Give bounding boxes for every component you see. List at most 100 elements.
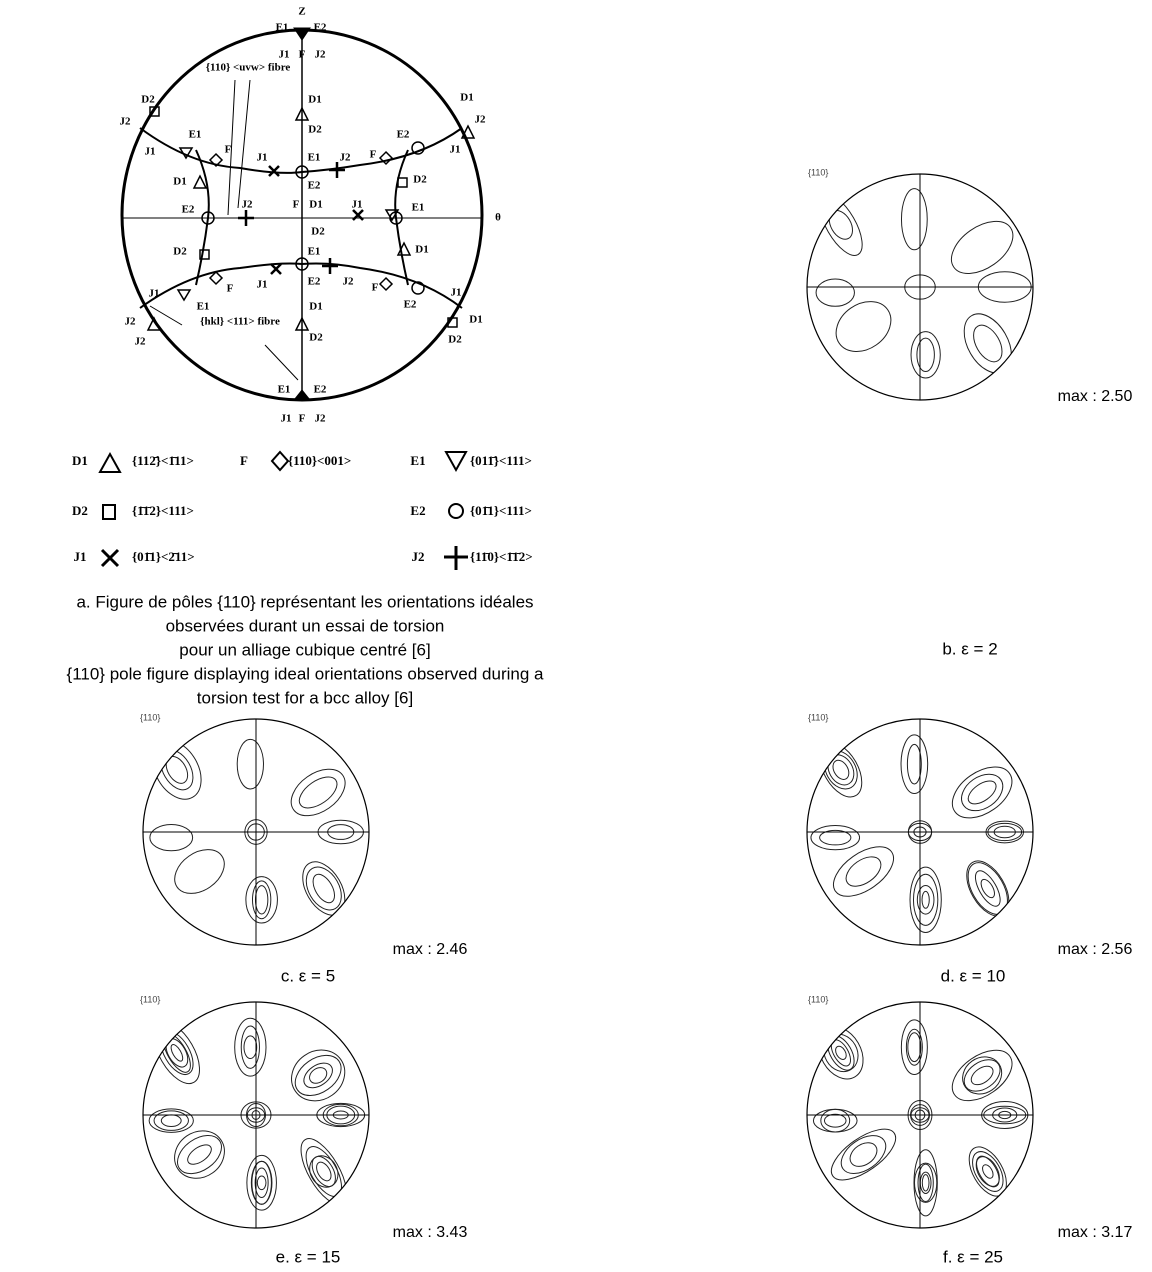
pole-figure bbox=[149, 738, 364, 924]
contour bbox=[309, 1155, 339, 1188]
orientation-label: J2 bbox=[315, 49, 327, 61]
orientation-label: J2 bbox=[135, 336, 147, 348]
contour bbox=[149, 824, 194, 852]
orientation-label: J2 bbox=[242, 199, 254, 211]
contour bbox=[256, 1175, 267, 1191]
caption-line: {110} pole figure displaying ideal orien… bbox=[67, 664, 545, 683]
orientation-label: D2 bbox=[308, 124, 322, 136]
legend-orientation: {110}<001> bbox=[288, 453, 351, 468]
orientation-label: D1 bbox=[415, 244, 428, 256]
contour bbox=[912, 873, 939, 926]
contour bbox=[819, 742, 863, 798]
contour bbox=[152, 740, 202, 800]
contour bbox=[917, 1163, 934, 1203]
orientation-label: F bbox=[299, 413, 306, 425]
contour bbox=[234, 1017, 267, 1077]
contour bbox=[835, 1045, 847, 1060]
contour bbox=[905, 1028, 923, 1066]
orientation-label: E2 bbox=[308, 180, 321, 192]
contour bbox=[245, 876, 278, 924]
fibre-label: {110} <uvw> fibre bbox=[206, 62, 291, 74]
contour bbox=[312, 873, 336, 904]
orientation-label: J1 bbox=[352, 199, 363, 211]
contour bbox=[961, 773, 1004, 812]
contour bbox=[913, 1149, 938, 1217]
legend-code: E1 bbox=[410, 453, 425, 468]
max-label: max : 2.50 bbox=[1058, 388, 1133, 405]
orientation-label: F bbox=[293, 199, 300, 211]
contour bbox=[309, 1067, 328, 1084]
contour bbox=[187, 1144, 212, 1165]
contour bbox=[298, 776, 338, 809]
orientation-label: E2 bbox=[404, 299, 417, 311]
pole-figure bbox=[815, 188, 1032, 379]
orientation-label: D1 bbox=[460, 92, 473, 104]
contour bbox=[975, 1156, 1000, 1187]
legend-code: J1 bbox=[74, 549, 87, 564]
contour bbox=[243, 1035, 258, 1060]
contour bbox=[254, 885, 269, 915]
contour bbox=[170, 1044, 184, 1062]
legend-code: E2 bbox=[410, 503, 425, 518]
orientation-label: D2 bbox=[413, 174, 427, 186]
orientation-label: E1 bbox=[189, 129, 202, 141]
contour bbox=[972, 1151, 1004, 1192]
contour bbox=[835, 301, 892, 352]
contour bbox=[900, 1019, 928, 1076]
legend-orientation: {01̄1}<111> bbox=[470, 503, 532, 518]
contour bbox=[967, 862, 1008, 915]
contour bbox=[291, 1049, 346, 1102]
orientation-label: J2 bbox=[340, 152, 352, 164]
contour bbox=[900, 734, 929, 794]
legend-symbol bbox=[444, 546, 468, 570]
orientation-label: J2 bbox=[475, 114, 487, 126]
contour bbox=[174, 849, 225, 894]
contour bbox=[302, 861, 346, 916]
contour bbox=[966, 860, 1010, 917]
contour bbox=[305, 866, 342, 911]
legend-symbol bbox=[102, 504, 116, 520]
orientation-label: J1 bbox=[279, 49, 290, 61]
legend-code: J2 bbox=[412, 549, 425, 564]
orientation-label: J1 bbox=[257, 279, 268, 291]
orientation-label: E2 bbox=[397, 129, 410, 141]
orientation-label: E1 bbox=[412, 202, 425, 214]
pole-figure bbox=[148, 1017, 366, 1211]
contour bbox=[951, 1049, 1013, 1102]
contour bbox=[290, 768, 346, 817]
contour bbox=[177, 1134, 222, 1175]
legend-code: D2 bbox=[72, 503, 88, 518]
panel-caption: e. ε = 15 bbox=[276, 1247, 341, 1266]
contour bbox=[973, 324, 1003, 363]
contour bbox=[900, 188, 928, 251]
contour bbox=[840, 1135, 887, 1174]
contour bbox=[921, 890, 930, 909]
contour bbox=[153, 1021, 200, 1085]
contour bbox=[820, 1108, 851, 1133]
orientation-label: F bbox=[370, 149, 377, 161]
contour bbox=[819, 193, 863, 256]
contour bbox=[153, 1110, 189, 1131]
orientation-label: D2 bbox=[448, 334, 462, 346]
contour bbox=[162, 1032, 191, 1073]
fibre-label: {hkl} <111> fibre bbox=[200, 316, 280, 328]
orientation-label: J2 bbox=[120, 116, 132, 128]
contour bbox=[815, 278, 855, 307]
orientation-label: J1 bbox=[281, 413, 292, 425]
contour bbox=[830, 1128, 897, 1181]
contour bbox=[962, 1056, 1003, 1095]
legend-orientation: {01̄1}<2̄11> bbox=[132, 549, 195, 564]
legend-orientation: {11̄0}<1̄1̄2> bbox=[470, 549, 533, 564]
orientation-label: E1 bbox=[308, 246, 321, 258]
contour bbox=[246, 1154, 277, 1211]
orientation-label: D1 bbox=[309, 199, 322, 211]
arrow bbox=[149, 305, 299, 381]
pole-figure bbox=[810, 734, 1025, 933]
contour bbox=[832, 759, 850, 780]
panel-caption: d. ε = 10 bbox=[941, 966, 1006, 985]
contour bbox=[250, 1160, 273, 1205]
contour bbox=[845, 856, 882, 887]
orientation-label: J1 bbox=[257, 152, 268, 164]
contour bbox=[148, 1108, 194, 1133]
